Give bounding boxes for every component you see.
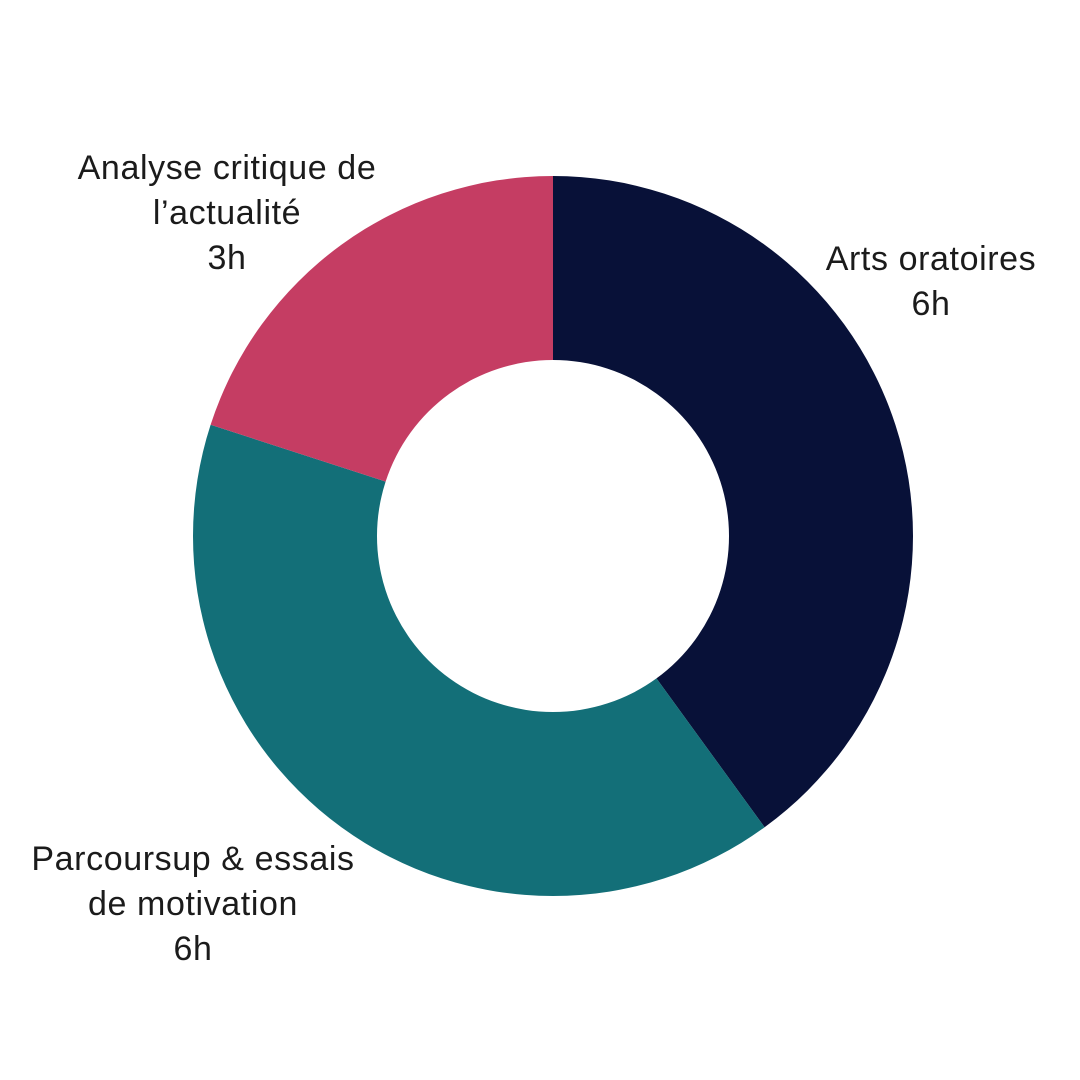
slice-label-text: l’actualité <box>152 194 302 232</box>
slice-value-text: 6h <box>173 930 213 968</box>
donut-segment-arts-oratoires <box>553 176 914 828</box>
donut-segment-analyse-critique-de-l-actualit <box>210 176 553 482</box>
slice-value-text: 6h <box>911 285 951 323</box>
slice-label-parcoursup: Parcoursup & essais de motivation 6h <box>0 837 398 972</box>
slice-value-text: 3h <box>207 239 247 277</box>
slice-label-arts-oratoires: Arts oratoires 6h <box>771 237 1080 327</box>
slice-label-text: Analyse critique de <box>77 149 377 187</box>
slice-label-text: Parcoursup & essais <box>31 840 355 878</box>
donut-segment-parcoursup-essais-de-motivation <box>192 424 765 897</box>
slice-label-analyse-critique: Analyse critique de l’actualité 3h <box>7 146 447 281</box>
slice-label-text: Arts oratoires <box>825 240 1037 278</box>
slice-label-text: de motivation <box>87 885 299 923</box>
